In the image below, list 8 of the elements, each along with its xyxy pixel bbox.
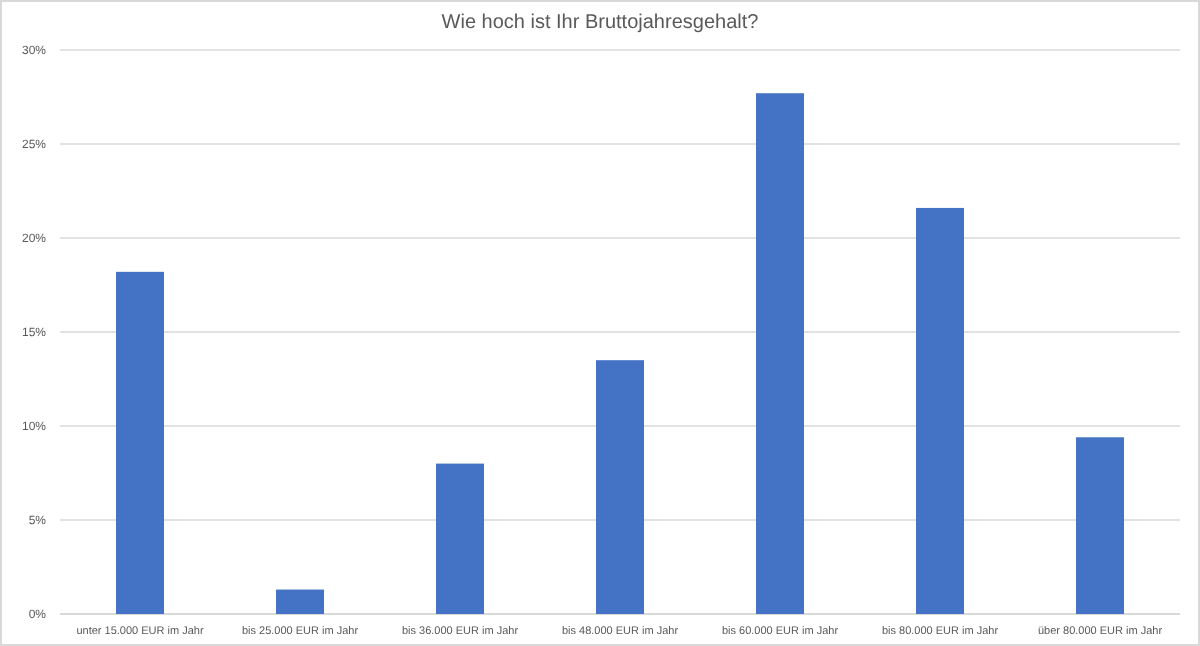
- chart-title: Wie hoch ist Ihr Bruttojahresgehalt?: [441, 12, 760, 34]
- bar: [1076, 437, 1124, 614]
- bar: [916, 207, 964, 614]
- bar: [276, 589, 324, 614]
- bar: [436, 463, 484, 614]
- bar: [116, 271, 164, 614]
- bar: [596, 360, 644, 614]
- bar: [756, 93, 804, 614]
